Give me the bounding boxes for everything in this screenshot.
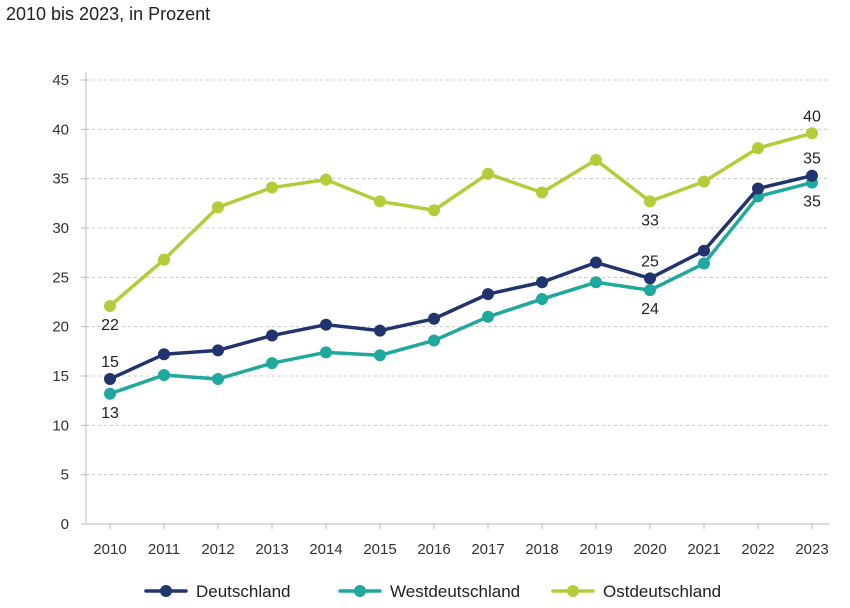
x-tick-label: 2014 <box>309 541 342 558</box>
data-label: 13 <box>101 405 119 422</box>
data-point-ostdeutschland <box>104 299 116 312</box>
data-point-deutschland <box>320 318 332 331</box>
data-point-westdeutschland <box>374 349 386 362</box>
data-point-ostdeutschland <box>806 127 818 140</box>
x-tick-label: 2020 <box>633 541 666 558</box>
legend-label: Deutschland <box>196 582 291 601</box>
series-westdeutschland <box>104 176 818 400</box>
x-tick-label: 2023 <box>795 541 828 558</box>
legend: Deutschland Westdeutschland Ostdeutschland <box>144 582 721 601</box>
data-point-westdeutschland <box>104 387 116 400</box>
x-tick-label: 2022 <box>741 541 774 558</box>
legend-label: Westdeutschland <box>390 582 520 601</box>
series-line-ostdeutschland <box>108 131 814 308</box>
data-point-westdeutschland <box>644 284 656 297</box>
legend-marker <box>567 585 579 597</box>
data-point-deutschland <box>590 256 602 269</box>
data-label: 35 <box>803 194 821 211</box>
data-point-westdeutschland <box>482 310 494 323</box>
y-tick-label: 25 <box>52 269 69 286</box>
y-tick-label: 0 <box>61 516 69 533</box>
data-point-ostdeutschland <box>536 186 548 199</box>
y-tick-label: 20 <box>52 319 69 336</box>
x-tick-label: 2011 <box>148 541 180 558</box>
x-tick-label: 2013 <box>255 541 288 558</box>
data-label: 24 <box>641 301 659 318</box>
data-point-ostdeutschland <box>158 253 170 266</box>
series-group <box>104 127 818 400</box>
x-tick-label: 2017 <box>471 541 504 558</box>
data-point-ostdeutschland <box>266 181 278 194</box>
data-point-deutschland <box>752 182 764 195</box>
series-line-deutschland <box>108 173 814 381</box>
x-tick-label: 2010 <box>93 541 126 558</box>
legend-item-westdeutschland: Westdeutschland <box>338 582 520 601</box>
y-tick-label: 35 <box>52 171 69 188</box>
data-point-deutschland <box>806 169 818 182</box>
data-point-ostdeutschland <box>320 173 332 186</box>
data-point-ostdeutschland <box>428 204 440 217</box>
x-tick-label: 2018 <box>525 541 558 558</box>
data-point-westdeutschland <box>320 346 332 359</box>
legend-marker <box>354 585 366 597</box>
data-point-deutschland <box>104 372 116 385</box>
y-axis: 0 5 10 15 20 25 30 35 40 45 <box>52 72 87 533</box>
data-point-deutschland <box>374 324 386 337</box>
data-point-ostdeutschland <box>374 195 386 208</box>
data-point-ostdeutschland <box>752 142 764 155</box>
data-point-ostdeutschland <box>698 175 710 188</box>
data-label: 35 <box>803 151 821 168</box>
series-line-westdeutschland <box>108 180 814 396</box>
data-point-westdeutschland <box>698 257 710 270</box>
legend-item-ostdeutschland: Ostdeutschland <box>551 582 721 601</box>
data-point-westdeutschland <box>266 357 278 370</box>
x-tick-label: 2021 <box>687 541 720 558</box>
data-point-westdeutschland <box>428 334 440 347</box>
y-tick-label: 40 <box>52 121 69 138</box>
legend-label: Ostdeutschland <box>603 582 721 601</box>
data-point-deutschland <box>698 244 710 257</box>
y-tick-label: 30 <box>52 220 69 237</box>
data-point-deutschland <box>428 312 440 325</box>
data-label: 15 <box>101 354 119 371</box>
y-tick-label: 15 <box>52 368 69 385</box>
data-point-ostdeutschland <box>482 167 494 180</box>
data-point-deutschland <box>158 348 170 361</box>
x-tick-label: 2015 <box>363 541 396 558</box>
data-point-westdeutschland <box>158 369 170 382</box>
chart-subtitle: 2010 bis 2023, in Prozent <box>6 4 211 24</box>
grid-lines <box>86 79 830 476</box>
data-point-westdeutschland <box>590 276 602 289</box>
y-tick-label: 45 <box>52 72 69 89</box>
data-point-deutschland <box>482 288 494 301</box>
data-point-deutschland <box>644 272 656 285</box>
x-tick-label: 2016 <box>417 541 450 558</box>
data-label: 22 <box>101 317 119 334</box>
y-tick-label: 10 <box>52 417 69 434</box>
x-axis: 2010 2011 2012 2013 2014 2015 2016 2017 2018 2019… <box>86 523 830 558</box>
series-ostdeutschland <box>104 127 818 312</box>
series-deutschland <box>104 169 818 385</box>
data-label: 40 <box>803 108 821 125</box>
data-point-deutschland <box>266 329 278 342</box>
y-tick-label: 5 <box>61 467 69 484</box>
data-label: 33 <box>641 212 659 229</box>
data-point-ostdeutschland <box>212 201 224 214</box>
data-point-westdeutschland <box>536 293 548 306</box>
data-point-ostdeutschland <box>644 195 656 208</box>
data-labels: 15 13 22 25 24 33 40 35 35 <box>101 108 821 421</box>
x-tick-label: 2012 <box>201 541 234 558</box>
data-point-deutschland <box>212 344 224 357</box>
legend-item-deutschland: Deutschland <box>144 582 291 601</box>
data-point-westdeutschland <box>212 372 224 385</box>
data-point-deutschland <box>536 276 548 289</box>
x-tick-label: 2019 <box>579 541 612 558</box>
data-label: 25 <box>641 253 659 270</box>
legend-marker <box>160 585 172 597</box>
data-point-ostdeutschland <box>590 153 602 166</box>
